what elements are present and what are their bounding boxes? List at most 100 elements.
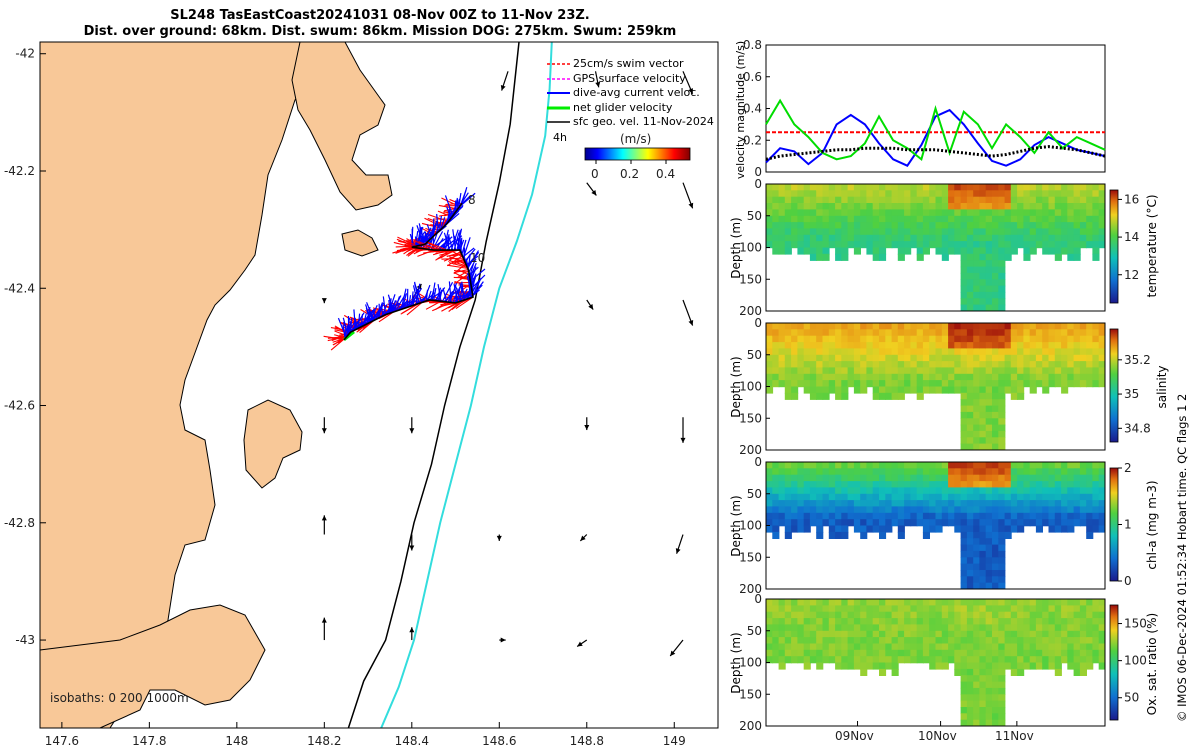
section-cell (1035, 512, 1043, 520)
section-cell (828, 348, 836, 356)
section-cell (985, 405, 993, 413)
section-cell (835, 323, 843, 331)
section-cell (1035, 481, 1043, 489)
section-cell (954, 487, 962, 495)
section-cell (973, 719, 981, 726)
section-cell (929, 234, 937, 242)
section-cell (904, 630, 912, 638)
section-cell (1010, 392, 1018, 400)
section-cell (941, 462, 949, 470)
section-cell (960, 266, 968, 274)
section-cell (1086, 649, 1094, 657)
depth-tick-label: 50 (747, 487, 762, 501)
section-cell (879, 618, 887, 626)
section-cell (835, 335, 843, 343)
section-cell (979, 361, 987, 369)
section-cell (860, 386, 868, 394)
section-cell (904, 329, 912, 337)
section-cell (922, 605, 930, 613)
section-cell (916, 196, 924, 204)
section-cell (879, 222, 887, 230)
section-cell (966, 643, 974, 651)
section-cell (866, 618, 874, 626)
section-cell (897, 630, 905, 638)
section-cell (1067, 493, 1075, 501)
section-cell (929, 643, 937, 651)
section-cell (891, 624, 899, 632)
section-cell (1029, 247, 1037, 255)
section-cell (998, 430, 1006, 438)
section-cell (1079, 462, 1087, 470)
section-cell (1048, 474, 1056, 482)
section-cell (784, 468, 792, 476)
section-cell (891, 649, 899, 657)
section-cell (948, 234, 956, 242)
section-cell (860, 234, 868, 242)
dive-avg-vector (382, 296, 387, 315)
section-cell (1035, 367, 1043, 375)
section-cell (853, 241, 861, 249)
section-cell (797, 234, 805, 242)
depth-tick-label: 0 (754, 177, 762, 191)
section-cell (1073, 481, 1081, 489)
section-cell (853, 196, 861, 204)
section-cell (772, 209, 780, 217)
section-cell (979, 437, 987, 445)
swim-vector (441, 301, 458, 312)
section-cell (979, 462, 987, 470)
swim-vector (453, 257, 467, 266)
section-cell (985, 700, 993, 708)
section-cell (922, 335, 930, 343)
section-cell (809, 605, 817, 613)
section-cell (841, 525, 849, 533)
section-cell (822, 599, 830, 607)
section-cell (960, 424, 968, 432)
section-cell (1073, 468, 1081, 476)
section-cell (784, 184, 792, 192)
section-cell (966, 713, 974, 721)
section-cell (941, 519, 949, 527)
section-cell (772, 605, 780, 613)
section-cell (866, 525, 874, 533)
section-cell (791, 474, 799, 482)
section-cell (1054, 525, 1062, 533)
section-cell (922, 525, 930, 533)
section-cell (1048, 599, 1056, 607)
section-cell (979, 203, 987, 211)
section-cell (948, 184, 956, 192)
section-cell (1004, 637, 1012, 645)
section-cell (835, 643, 843, 651)
section-cell (1061, 342, 1069, 350)
section-cell (885, 380, 893, 388)
section-cell (1048, 247, 1056, 255)
section-cell (922, 519, 930, 527)
section-cell (872, 605, 880, 613)
section-cell (809, 618, 817, 626)
section-cell (803, 342, 811, 350)
section-cell (1029, 462, 1037, 470)
section-cell (1017, 468, 1025, 476)
section-cell (803, 234, 811, 242)
section-cell (1023, 637, 1031, 645)
section-cell (979, 430, 987, 438)
section-cell (772, 329, 780, 337)
section-cell (1023, 253, 1031, 261)
section-cell (929, 512, 937, 520)
section-cell (853, 474, 861, 482)
section-cell (973, 405, 981, 413)
section-cell (1010, 618, 1018, 626)
section-cell (822, 618, 830, 626)
section-cell (960, 430, 968, 438)
section-cell (1098, 474, 1105, 482)
section-cell (784, 367, 792, 375)
section-cell (1061, 361, 1069, 369)
section-cell (860, 611, 868, 619)
section-cell (784, 190, 792, 198)
section-cell (784, 209, 792, 217)
section-cell (872, 354, 880, 362)
section-cell (816, 203, 824, 211)
dive-avg-vector (448, 235, 454, 251)
section-cell (904, 643, 912, 651)
section-cell (1061, 373, 1069, 381)
